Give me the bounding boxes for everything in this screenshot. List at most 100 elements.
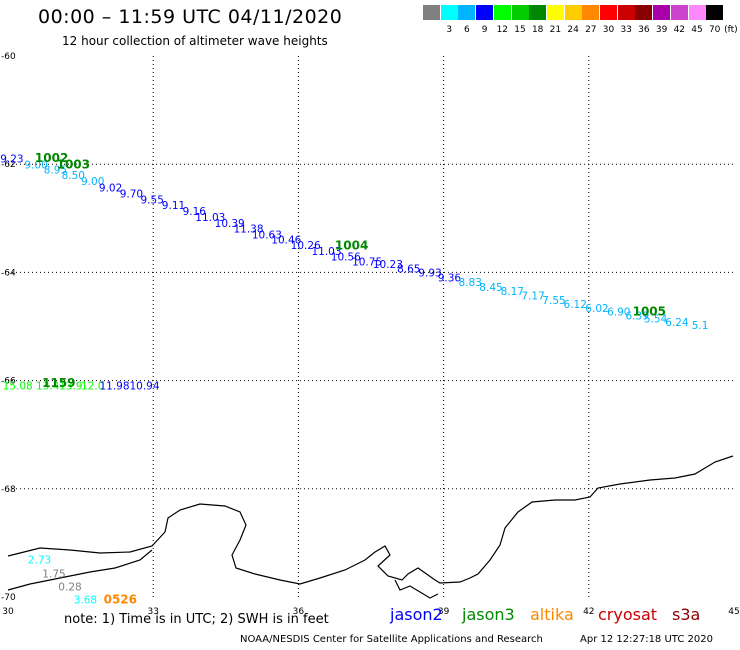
legend-label: 3 <box>446 25 453 35</box>
wave-height-value: 6.24 <box>665 317 689 329</box>
wave-height-value: 8.45 <box>479 282 502 294</box>
legend-swatch <box>582 5 600 20</box>
wave-height-value: 6.90 <box>607 307 630 319</box>
wave-height-value: 9.55 <box>141 195 164 207</box>
wave-height-value: 13.4 <box>36 380 60 392</box>
pass-time-label: 1003 <box>57 158 90 172</box>
pass-time-label: 1002 <box>35 151 68 165</box>
altimeter-observations: 9.23 9.008.958.509.009.029.709.559.119.16… <box>0 154 708 607</box>
legend-swatch <box>493 5 511 20</box>
lon-tick-label: 39 <box>438 607 450 617</box>
map-subtitle: 12 hour collection of altimeter wave hei… <box>62 34 328 48</box>
wave-height-value: 10.94 <box>129 380 159 392</box>
wave-height-value: 9.36 <box>438 273 462 285</box>
wave-height-value: 10.26 <box>291 240 321 252</box>
legend-swatch <box>635 5 653 20</box>
legend-swatch <box>458 5 476 20</box>
wave-height-value: 9.23 <box>0 154 23 166</box>
satellite-name: jason3 <box>462 605 515 624</box>
legend-label: 42 <box>673 25 686 35</box>
legend-label: 21 <box>549 25 562 35</box>
legend-label: 9 <box>481 25 488 35</box>
legend-label: 30 <box>602 25 615 35</box>
lat-tick-label: -60 <box>1 52 16 62</box>
wave-height-value: 11.38 <box>233 223 263 235</box>
legend-label: 6 <box>464 25 470 35</box>
legend-label: 24 <box>567 25 579 35</box>
coastline <box>7 455 734 585</box>
lat-tick-label: -64 <box>1 268 16 278</box>
legend-label: 39 <box>655 25 668 35</box>
coastline-inlet <box>7 549 153 591</box>
wave-height-value: 6.39 <box>626 311 649 323</box>
legend-swatch <box>511 5 529 20</box>
legend-swatch <box>688 5 706 20</box>
generation-timestamp: Apr 12 12:27:18 UTC 2020 <box>580 634 713 645</box>
legend-label: 45 <box>691 25 703 35</box>
wave-height-value: 6.02 <box>585 303 608 315</box>
wave-height-value: 10.63 <box>252 229 282 241</box>
legend-label: 12 <box>496 25 509 35</box>
wave-height-value: 8.50 <box>62 170 85 182</box>
legend-unit: (ft) <box>724 25 738 35</box>
legend-swatch <box>564 5 582 20</box>
satellite-name: cryosat <box>598 605 658 624</box>
legend-label: 70 <box>708 25 721 35</box>
wave-height-value: 5.1 <box>692 320 709 332</box>
lon-tick-label: 36 <box>293 607 305 617</box>
legend-label: 33 <box>620 25 632 35</box>
wave-height-value: 2.73 <box>28 555 51 567</box>
legend-swatch <box>617 5 635 20</box>
wave-height-value: 8.95 <box>44 164 67 176</box>
wave-height-value: 11.03 <box>311 246 341 258</box>
satellite-name: s3a <box>672 605 701 624</box>
satellite-name: jason2 <box>390 605 443 624</box>
lon-tick-label: 33 <box>147 607 158 617</box>
wave-height-value: 10.75 <box>352 256 382 268</box>
wave-height-value: 9.00 <box>81 176 104 188</box>
lat-tick-label: -66 <box>1 377 16 387</box>
wave-height-value: 15.08 <box>3 380 33 392</box>
wave-height-value: 8.65 <box>397 263 420 275</box>
wave-height-value: 8.17 <box>501 286 524 298</box>
legend-swatch <box>529 5 547 20</box>
pass-time-label: 1159 <box>42 376 75 390</box>
wave-height-value: 10.46 <box>271 235 301 247</box>
wave-height-value: 10.23 <box>373 259 403 271</box>
legend-label: 27 <box>585 25 597 35</box>
wave-height-value: 6.12 <box>564 299 587 311</box>
lat-tick-label: -62 <box>1 160 16 170</box>
legend-label: 18 <box>531 25 544 35</box>
legend-swatch <box>476 5 494 20</box>
legend-swatch <box>600 5 617 20</box>
wave-height-value: 10.39 <box>215 218 245 230</box>
map-title: 00:00 – 11:59 UTC 04/11/2020 <box>38 6 343 28</box>
satellite-name: altika <box>530 605 574 624</box>
credit-line: NOAA/NESDIS Center for Satellite Applica… <box>240 634 543 645</box>
wave-height-value: 1.75 <box>42 569 65 581</box>
lat-tick-label: -68 <box>1 485 16 495</box>
wave-height-value: 8.83 <box>459 277 482 289</box>
lon-tick-label: 45 <box>728 607 739 617</box>
wave-height-value: 11.98 <box>99 380 129 392</box>
wave-height-value: 3.68 <box>74 595 97 607</box>
legend-swatch <box>440 5 458 20</box>
wave-height-value: 9.16 <box>183 206 207 218</box>
wave-height-value: 11.03 <box>195 212 225 224</box>
wave-height-value: 0.28 <box>58 582 81 594</box>
map-grid: 30 33 36 39 42 45 -60 -62 -64 -66 -68 -70 <box>1 52 740 617</box>
pass-time-label: 1004 <box>335 239 368 253</box>
legend-swatch <box>653 5 671 20</box>
legend-label: 15 <box>514 25 526 35</box>
wave-height-value: 9.11 <box>162 200 185 212</box>
wave-height-value: 9.93 <box>418 268 441 280</box>
lon-tick-label: 30 <box>2 607 14 617</box>
legend-swatch <box>423 5 440 20</box>
wave-height-value: 9.00 <box>24 160 47 172</box>
legend-swatch <box>670 5 688 20</box>
wave-height-value: 12.0 <box>81 380 104 392</box>
wave-height-value: 10.56 <box>331 252 361 264</box>
legend-swatch <box>706 5 724 20</box>
